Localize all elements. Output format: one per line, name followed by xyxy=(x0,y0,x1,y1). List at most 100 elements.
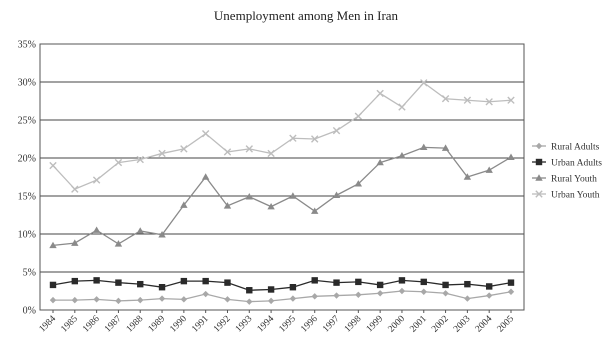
marker-stroke xyxy=(507,96,515,104)
data-point-urban-adults xyxy=(485,283,493,290)
data-point-urban-adults xyxy=(224,279,231,286)
x-tick-label: 1985 xyxy=(59,314,80,335)
data-point-urban-youth xyxy=(267,149,275,158)
data-point-rural-adults xyxy=(158,295,166,302)
data-point-rural-adults xyxy=(137,296,144,304)
marker-stroke xyxy=(441,95,450,103)
x-tick-label: 1993 xyxy=(234,314,255,335)
data-point-rural-youth xyxy=(201,173,210,180)
x-tick-label: 1994 xyxy=(256,314,277,335)
data-point-rural-youth xyxy=(289,192,297,199)
marker-stroke xyxy=(245,145,253,153)
data-point-urban-youth xyxy=(49,161,57,170)
marker-stroke xyxy=(332,126,341,135)
x-tick-label: 1984 xyxy=(38,314,59,335)
data-point-urban-youth xyxy=(71,185,79,193)
x-tick-label: 1995 xyxy=(278,314,299,335)
y-tick-label: 5% xyxy=(23,268,36,279)
data-point-urban-adults xyxy=(115,279,122,286)
data-point-rural-youth xyxy=(463,173,472,180)
x-tick-label: 1987 xyxy=(103,314,124,335)
marker-stroke xyxy=(398,103,406,111)
data-point-rural-youth xyxy=(420,143,428,151)
data-point-urban-youth xyxy=(485,98,493,106)
x-tick-label: 1986 xyxy=(81,314,102,335)
marker-stroke xyxy=(267,149,275,158)
marker-stroke xyxy=(376,89,384,98)
data-point-urban-adults xyxy=(355,278,362,286)
data-point-rural-youth xyxy=(267,202,275,210)
data-point-rural-adults xyxy=(71,296,79,304)
marker-stroke xyxy=(354,112,363,120)
data-point-rural-youth xyxy=(376,158,384,166)
data-point-urban-adults xyxy=(442,281,449,289)
legend-label-rural-youth: Rural Youth xyxy=(551,175,597,185)
data-point-rural-adults xyxy=(420,288,427,295)
data-point-rural-adults xyxy=(485,292,493,299)
data-point-rural-youth xyxy=(49,241,57,249)
x-tick-label: 2002 xyxy=(430,314,451,335)
data-point-urban-youth xyxy=(376,89,384,98)
x-tick-label: 1990 xyxy=(168,314,189,335)
data-point-urban-youth xyxy=(398,103,406,111)
y-tick-label: 10% xyxy=(18,230,36,241)
data-point-rural-adults xyxy=(202,290,209,298)
data-point-rural-youth xyxy=(311,207,319,214)
data-point-rural-adults xyxy=(333,292,340,299)
data-point-rural-adults xyxy=(246,298,253,305)
legend-label-urban-adults: Urban Adults xyxy=(551,159,602,169)
data-point-urban-adults xyxy=(49,281,57,289)
data-point-urban-youth xyxy=(311,135,319,143)
legend-marker-urban-adults xyxy=(535,158,543,166)
data-point-rural-youth xyxy=(507,153,515,160)
y-tick-label: 15% xyxy=(18,192,36,203)
data-point-rural-youth xyxy=(223,202,232,209)
data-point-rural-youth xyxy=(354,180,363,187)
data-point-urban-adults xyxy=(420,278,427,286)
data-point-urban-youth xyxy=(136,155,144,164)
marker-stroke xyxy=(485,98,493,106)
grid-lines xyxy=(40,81,524,273)
marker-stroke xyxy=(71,185,79,193)
marker-stroke xyxy=(136,155,144,164)
data-point-rural-adults xyxy=(442,290,449,297)
data-point-urban-adults xyxy=(333,279,340,286)
x-tick-label: 2003 xyxy=(452,314,473,335)
x-tick-label: 1988 xyxy=(125,314,146,335)
data-point-urban-adults xyxy=(158,284,166,291)
data-point-rural-adults xyxy=(93,296,100,303)
data-point-urban-youth xyxy=(114,158,123,167)
data-point-rural-adults xyxy=(267,297,275,305)
x-tick-label: 1989 xyxy=(147,314,168,335)
data-point-urban-adults xyxy=(180,277,188,285)
x-tick-label: 1996 xyxy=(299,314,320,335)
x-tick-label: 1999 xyxy=(365,314,386,335)
data-point-rural-adults xyxy=(115,297,122,305)
data-point-urban-adults xyxy=(507,279,515,286)
x-tick-label: 1997 xyxy=(321,314,342,335)
data-point-rural-youth xyxy=(92,226,101,233)
data-point-rural-youth xyxy=(332,191,341,198)
data-point-rural-youth xyxy=(398,152,406,159)
marker-stroke xyxy=(289,134,297,142)
data-point-urban-youth xyxy=(158,149,166,158)
data-point-urban-youth xyxy=(180,145,188,153)
marker-stroke xyxy=(420,79,428,87)
series-line-rural-youth xyxy=(52,146,512,247)
data-point-urban-adults xyxy=(137,280,144,288)
data-point-rural-youth xyxy=(485,166,493,173)
data-point-urban-adults xyxy=(289,284,297,291)
marker-stroke xyxy=(311,135,319,143)
data-point-rural-adults xyxy=(376,290,384,297)
data-point-rural-youth xyxy=(245,193,253,200)
legend: Rural Adults Urban Adults Rural Youth Urban… xyxy=(532,143,602,201)
data-point-urban-adults xyxy=(398,277,406,284)
series-line-urban-adults xyxy=(52,279,512,291)
data-point-urban-adults xyxy=(246,287,253,294)
data-point-urban-adults xyxy=(202,277,209,285)
data-point-rural-adults xyxy=(289,295,297,302)
data-point-urban-adults xyxy=(311,277,318,284)
marker-stroke xyxy=(463,96,472,104)
data-point-urban-adults xyxy=(464,280,471,288)
